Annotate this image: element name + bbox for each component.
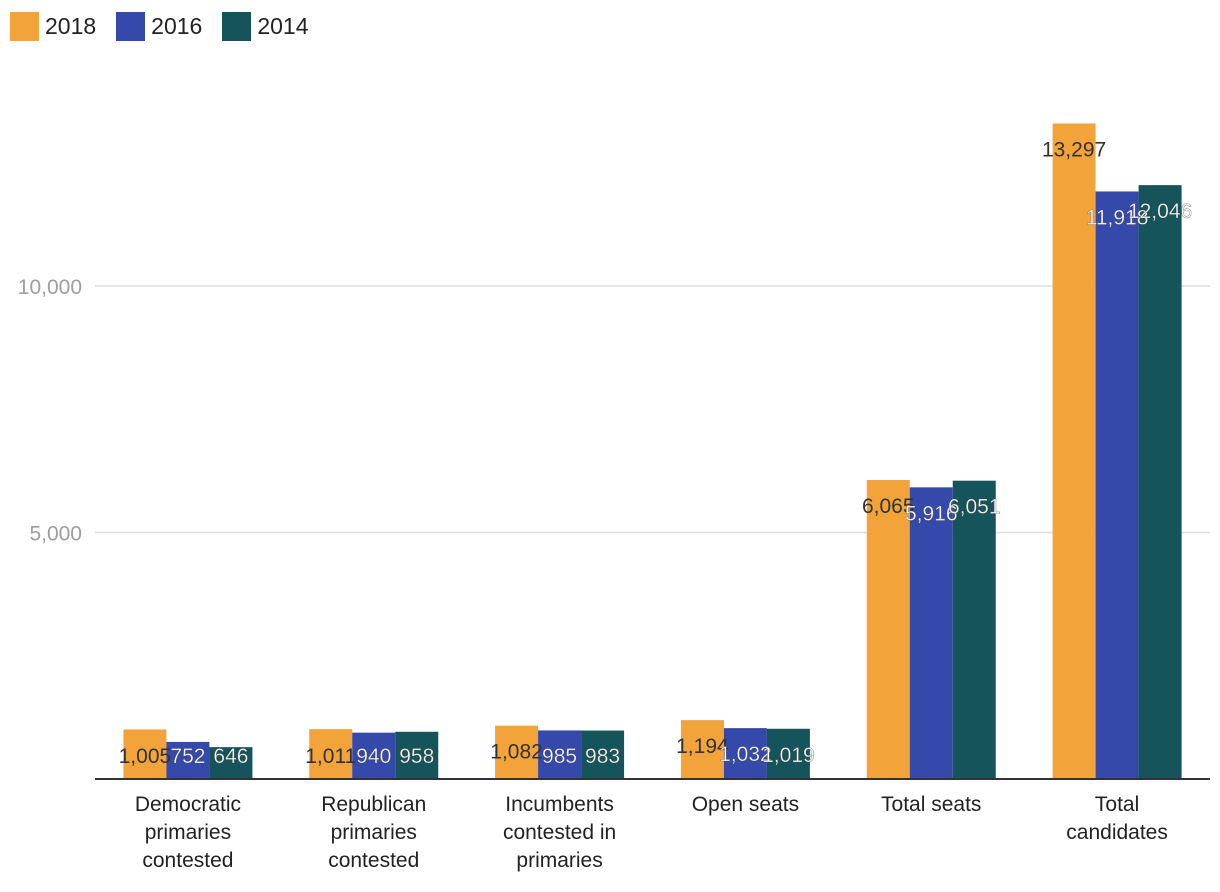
bar-2014	[209, 747, 253, 779]
data-label-2016: 5,916	[905, 502, 958, 525]
legend-item-2018: 2018	[10, 12, 96, 41]
bar-2018	[1052, 123, 1096, 780]
data-label-2018: 6,065	[862, 495, 915, 518]
y-tick-label: 10,000	[18, 276, 82, 299]
category-label: candidates	[1066, 821, 1168, 844]
category-label: primaries	[145, 821, 231, 844]
legend-swatch-2016	[116, 12, 146, 41]
bar-2016	[538, 730, 582, 779]
bar-2018	[866, 479, 910, 779]
category-label: Democratic	[135, 793, 241, 816]
category-label: Total	[1095, 793, 1139, 816]
data-label-2016: 985	[542, 745, 577, 768]
category-label: primaries	[516, 849, 602, 872]
data-label-2016: 752	[170, 745, 205, 768]
bar-2014	[1138, 185, 1182, 779]
bar-2016	[723, 728, 767, 779]
data-label-2018: 1,082	[490, 741, 543, 764]
legend-item-2014: 2014	[222, 12, 309, 41]
data-label-2014: 646	[213, 745, 248, 768]
bar-2018	[123, 729, 167, 779]
data-label-2014: 983	[585, 745, 620, 768]
category-label: Republican	[321, 793, 426, 816]
data-label-2014: 12,046	[1128, 200, 1192, 223]
bar-2014	[766, 728, 810, 779]
bar-2014	[581, 730, 625, 779]
bar-2018	[495, 725, 539, 779]
legend-swatch-2014	[222, 12, 252, 41]
category-label: contested in	[503, 821, 616, 844]
bar-2016	[909, 487, 953, 779]
bar-2014	[952, 480, 996, 779]
bar-2016	[166, 741, 210, 779]
legend-label-2016: 2016	[151, 13, 203, 39]
legend-swatch-2018	[10, 12, 39, 41]
data-label-2018: 13,297	[1042, 138, 1106, 161]
category-label: Open seats	[692, 793, 799, 816]
category-label: contested	[328, 849, 419, 872]
data-label-2018: 1,005	[119, 745, 172, 768]
y-tick-label: 5,000	[29, 523, 82, 546]
bar-2016	[352, 732, 396, 779]
data-label-2018: 1,011	[305, 745, 356, 768]
bar-2018	[309, 729, 353, 779]
category-label: contested	[142, 849, 233, 872]
bar-2014	[395, 731, 439, 779]
data-label-2016: 11,918	[1086, 206, 1149, 229]
legend-item-2016: 2016	[116, 12, 202, 41]
chart-legend: 2018 2016 2014	[10, 12, 329, 41]
data-label-2016: 1,032	[719, 743, 772, 766]
data-label-2014: 6,051	[948, 496, 1001, 519]
category-label: Total seats	[881, 793, 981, 816]
bar-2018	[680, 720, 724, 779]
legend-label-2018: 2018	[45, 13, 97, 39]
data-label-2018: 1,194	[676, 735, 729, 758]
category-label: Incumbents	[505, 793, 614, 816]
data-label-2014: 958	[399, 745, 434, 768]
bar-2016	[1095, 191, 1139, 779]
category-label: primaries	[331, 821, 417, 844]
legend-label-2014: 2014	[257, 13, 309, 39]
data-label-2014: 1,019	[762, 744, 815, 767]
data-label-2016: 940	[356, 745, 391, 768]
